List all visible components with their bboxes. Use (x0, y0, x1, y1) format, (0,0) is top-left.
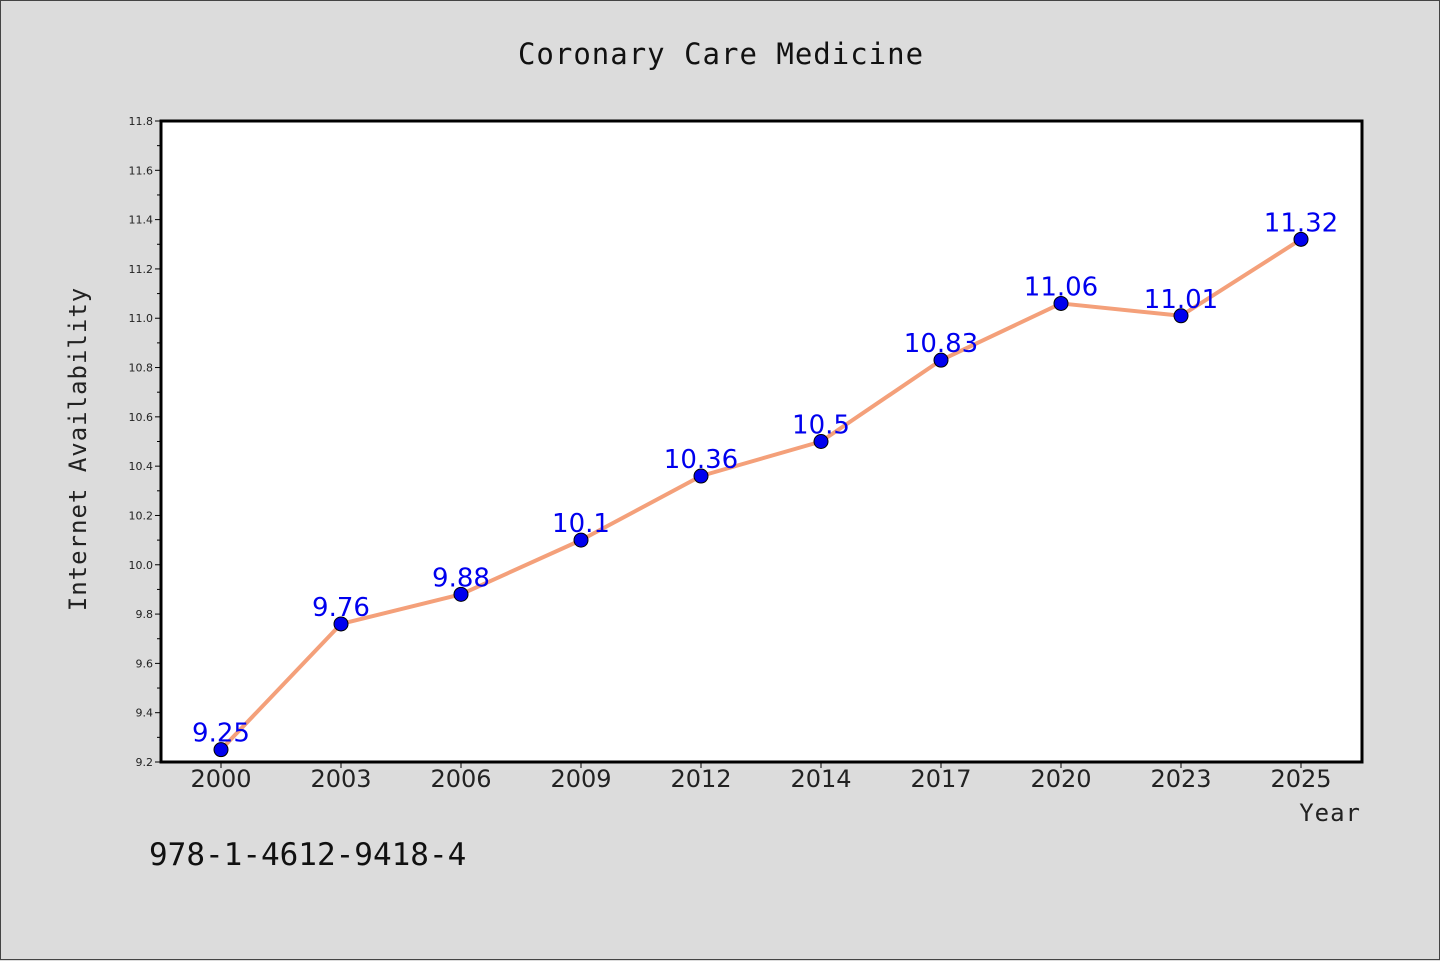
data-point (813, 434, 829, 449)
chart-title: Coronary Care Medicine (518, 37, 924, 71)
y-axis-label: Internet Availability (64, 287, 92, 611)
data-label: 9.88 (432, 563, 490, 593)
data-label: 9.25 (192, 719, 250, 749)
data-label: 10.1 (552, 509, 610, 539)
x-axis: 2000 2003 2006 2009 2012 2014 2017 2020 2023 2025 (190, 762, 1332, 793)
y-tick-label: 9.4 (136, 707, 154, 720)
data-label: 11.32 (1264, 208, 1338, 238)
data-point (453, 586, 469, 602)
x-tick-label: 2017 (910, 765, 971, 793)
x-tick-label: 2025 (1270, 765, 1331, 793)
y-tick-label: 11.2 (129, 263, 154, 276)
isbn-label: 978-1-4612-9418-4 (149, 837, 466, 873)
y-tick-label: 11.4 (129, 214, 154, 227)
y-tick-label: 11.0 (129, 312, 154, 325)
data-label: 10.36 (664, 445, 738, 475)
data-point (573, 532, 589, 548)
y-axis: 9.2 9.4 9.6 9.8 10.0 10.2 10.4 10.6 10.8 11.0 11.2… (129, 115, 161, 769)
y-tick-label: 10.2 (129, 509, 154, 522)
data-label: 10.5 (792, 411, 850, 441)
y-tick-label: 11.6 (129, 164, 154, 177)
x-tick-label: 2012 (670, 765, 731, 793)
data-point (1173, 308, 1189, 324)
x-tick-label: 2020 (1030, 765, 1091, 793)
data-point (1293, 231, 1309, 247)
x-tick-label: 2009 (550, 765, 611, 793)
y-tick-label: 11.8 (129, 115, 154, 128)
data-point (213, 742, 229, 758)
data-label: 11.01 (1144, 285, 1218, 315)
data-label: 9.76 (312, 593, 370, 623)
data-point (333, 616, 349, 632)
series-line (219, 237, 1303, 752)
y-tick-label: 9.6 (136, 657, 154, 670)
y-tick-label: 10.6 (129, 411, 154, 424)
x-tick-label: 2003 (310, 765, 371, 793)
plot-area (159, 119, 1364, 764)
y-tick-label: 10.8 (129, 362, 154, 375)
data-point (693, 468, 709, 484)
y-tick-label: 10.0 (129, 559, 154, 572)
y-tick-label: 9.2 (136, 756, 154, 769)
x-tick-label: 2006 (430, 765, 491, 793)
data-point (1053, 295, 1069, 311)
x-tick-label: 2023 (1150, 765, 1211, 793)
series-layer: 9.25 9.76 9.88 10.1 10.36 10.5 10.83 11.06 11.01… (192, 208, 1338, 758)
x-tick-label: 2000 (190, 765, 251, 793)
data-label: 11.06 (1024, 272, 1098, 302)
data-point (933, 352, 949, 368)
y-tick-label: 10.4 (129, 460, 154, 473)
y-tick-label: 9.8 (136, 608, 154, 621)
data-label: 10.83 (904, 329, 978, 359)
x-tick-label: 2014 (790, 765, 851, 793)
x-axis-label: Year (1299, 799, 1361, 827)
